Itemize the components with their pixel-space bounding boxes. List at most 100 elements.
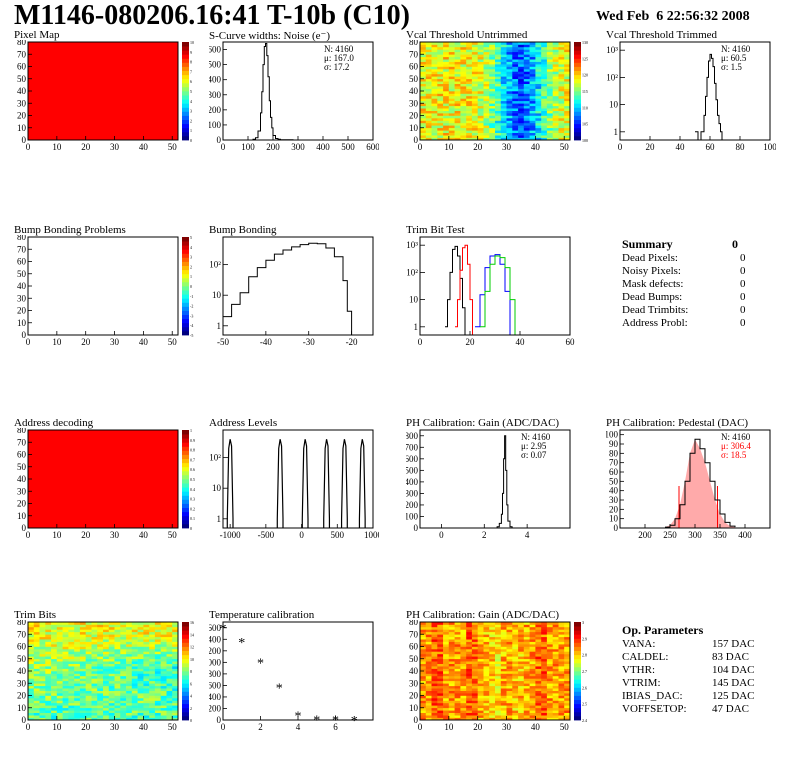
x-tick-label: 1000 bbox=[364, 530, 379, 540]
colorbar-tick-label: -2 bbox=[190, 304, 193, 309]
address-peak bbox=[323, 439, 331, 528]
x-tick-label: 80 bbox=[736, 142, 746, 152]
y-tick-label: 10² bbox=[209, 260, 221, 270]
x-tick-label: 40 bbox=[139, 142, 149, 152]
colorbar-tick-label: 125 bbox=[582, 56, 588, 61]
y-tick-label: 70 bbox=[17, 244, 27, 254]
y-tick-label: 60 bbox=[17, 257, 27, 267]
trim-bit-test-chart: Trim Bit Test 0 20 40 60 1 10 10² 10³ bbox=[406, 224, 576, 353]
x-tick-label: 60 bbox=[706, 142, 716, 152]
y-tick-label: 30 bbox=[17, 293, 27, 303]
colorbar-tick-label: 4 bbox=[190, 694, 192, 699]
y-tick-label: 40 bbox=[17, 666, 27, 676]
colorbar-tick-label: 5 bbox=[190, 235, 192, 240]
x-tick-label: 10 bbox=[52, 337, 62, 347]
x-tick-label: 30 bbox=[502, 142, 512, 152]
x-tick-label: 0 bbox=[26, 142, 31, 152]
y-tick-label: 1 bbox=[217, 514, 222, 524]
page-title: M1146-080206.16:41 T-10b (C10) bbox=[14, 0, 410, 31]
x-tick-label: -40 bbox=[260, 337, 272, 347]
op-param-label: VOFFSETOP: bbox=[622, 703, 687, 715]
y-tick-label: 10 bbox=[17, 703, 27, 713]
x-tick-label: 30 bbox=[110, 337, 120, 347]
chart-svg: 0 2 4 6 8 10 12 14 16 0 10 20 30 40 50 0 10 20 30 40 50 60 70 8… bbox=[17, 617, 194, 732]
x-tick-label: 50 bbox=[168, 142, 178, 152]
data-point: * bbox=[276, 682, 283, 697]
chart-title: Vcal Threshold Trimmed bbox=[606, 29, 718, 41]
y-tick-label: 100 bbox=[406, 511, 419, 521]
colorbar-tick-label: 1 bbox=[190, 428, 192, 433]
y-tick-label: 50 bbox=[409, 74, 419, 84]
x-tick-label: 0 bbox=[221, 722, 226, 732]
x-tick-label: 20 bbox=[473, 142, 483, 152]
timestamp: Wed Feb 6 22:56:32 2008 bbox=[596, 9, 750, 24]
x-tick-label: 100 bbox=[241, 142, 255, 152]
y-tick-label: 20 bbox=[17, 111, 27, 121]
color-scale: 0 1 2 3 4 5 6 7 8 9 10 bbox=[182, 40, 194, 143]
op-param-value: 157 DAC bbox=[712, 638, 755, 650]
heatmap-cells bbox=[28, 622, 179, 721]
op-param-row: IBIAS_DAC: 125 DAC bbox=[622, 690, 762, 703]
chart-title: Address Levels bbox=[209, 417, 278, 429]
chart-title: Bump Bonding bbox=[209, 224, 277, 236]
y-tick-label: 700 bbox=[406, 442, 419, 452]
y-tick-label: 1000 bbox=[209, 657, 222, 667]
colorbar-tick-label: 2.4 bbox=[582, 718, 587, 723]
plot-frame bbox=[419, 429, 571, 529]
summary-label: Noisy Pixels: bbox=[622, 265, 681, 277]
op-param-row: VTRIM: 145 DAC bbox=[622, 677, 762, 690]
plot-frame bbox=[222, 621, 374, 721]
y-tick-label: 60 bbox=[17, 450, 27, 460]
chart-svg: 0 1 2 3 4 5 6 7 8 9 10 0 10 20 30 40 50 0 10 20 30 40 50 60 70 80 bbox=[17, 37, 194, 152]
x-tick-label: 200 bbox=[638, 530, 652, 540]
op-parameters-panel: Op. Parameters VANA: 157 DAC CALDEL: 83 DAC… bbox=[622, 623, 762, 716]
x-tick-label: 20 bbox=[646, 142, 656, 152]
ph-gain-map-chart: PH Calibration: Gain (ADC/DAC) 2.4 2.5 2.6 2… bbox=[406, 609, 596, 738]
chart-title: Trim Bit Test bbox=[406, 224, 465, 236]
y-tick-label: 70 bbox=[17, 629, 27, 639]
x-tick-label: 10 bbox=[52, 142, 62, 152]
ph-pedestal-chart: PH Calibration: Pedestal (DAC) 200 250 300 3… bbox=[605, 417, 776, 546]
stats-text: μ: 306.4 bbox=[721, 441, 751, 451]
plot-frame bbox=[419, 236, 571, 336]
chart-title: S-Curve widths: Noise (e⁻) bbox=[209, 30, 330, 42]
colorbar-tick-label: 2 bbox=[190, 264, 192, 269]
op-param-value: 145 DAC bbox=[712, 677, 755, 689]
plot-frame bbox=[619, 41, 771, 141]
x-tick-label: 0 bbox=[618, 142, 623, 152]
colorbar-tick-label: -3 bbox=[190, 313, 193, 318]
vcal-untrimmed-chart: Vcal Threshold Untrimmed 100 105 110 115 120 1… bbox=[406, 29, 596, 158]
y-tick-label: 40 bbox=[409, 666, 419, 676]
address-peak bbox=[226, 439, 234, 528]
chart-svg: 100 105 110 115 120 125 130 0 10 20 30 40 50 0 10 20 30 4… bbox=[409, 37, 588, 152]
histogram-line bbox=[480, 255, 516, 335]
summary-label: Dead Pixels: bbox=[622, 252, 678, 264]
op-param-label: CALDEL: bbox=[622, 651, 669, 663]
heatmap-cells bbox=[420, 622, 571, 721]
colorbar-tick-label: 4 bbox=[190, 245, 192, 250]
address-decoding-chart: Address decoding 0 0.1 0.2 0.3 0.4 0.5 0.6 0.7 0.… bbox=[14, 417, 204, 546]
colorbar-tick-label: 0.7 bbox=[190, 457, 195, 462]
heatmap-cells bbox=[28, 430, 178, 528]
colorbar-tick-label: 0 bbox=[190, 284, 192, 289]
summary-panel: Summary 0 Dead Pixels: 0 Noisy Pixels: 0 Mask… bbox=[622, 237, 752, 330]
y-tick-label: 70 bbox=[17, 49, 27, 59]
x-tick-label: 0 bbox=[418, 722, 423, 732]
colorbar-tick-label: 3 bbox=[582, 620, 584, 625]
colorbar-tick-label: 0.8 bbox=[190, 448, 195, 453]
heatmap-cells bbox=[420, 42, 571, 141]
y-tick-label: 0 bbox=[22, 135, 27, 145]
histogram-line bbox=[495, 435, 513, 529]
op-param-value: 125 DAC bbox=[712, 690, 755, 702]
y-tick-label: 50 bbox=[17, 654, 27, 664]
y-tick-label: 50 bbox=[409, 654, 419, 664]
y-tick-label: 70 bbox=[409, 49, 419, 59]
op-param-row: VOFFSETOP: 47 DAC bbox=[622, 703, 762, 716]
x-tick-label: 300 bbox=[688, 530, 702, 540]
stats-text: μ: 60.5 bbox=[721, 53, 747, 63]
y-tick-label: 1600 bbox=[209, 623, 222, 633]
x-tick-label: 30 bbox=[110, 142, 120, 152]
x-tick-label: -30 bbox=[303, 337, 315, 347]
summary-value: 0 bbox=[740, 278, 746, 290]
x-tick-label: 0 bbox=[221, 142, 226, 152]
